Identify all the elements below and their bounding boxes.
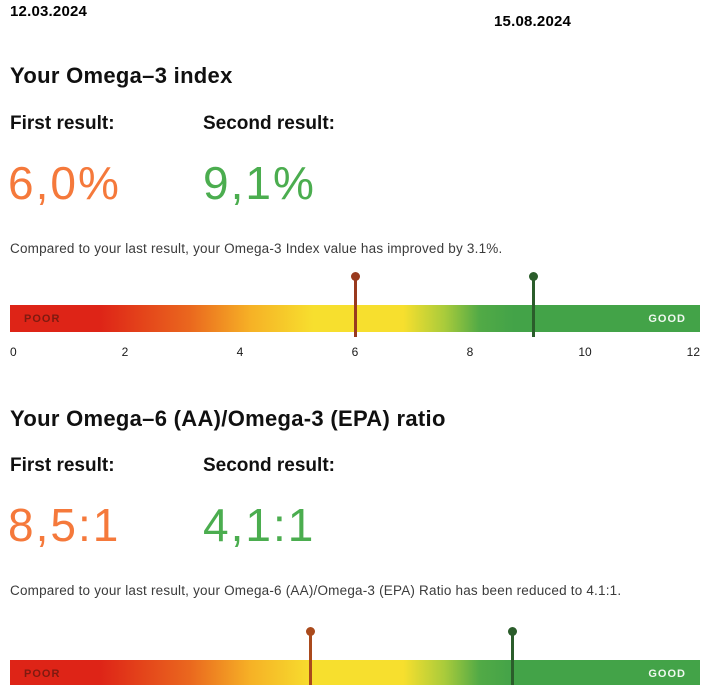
omega6-second-result-label: Second result: xyxy=(203,455,335,476)
omega6-second-result-value: 4,1:1 xyxy=(203,499,316,551)
omega6-second-result-marker xyxy=(508,627,517,685)
axis-tick-label: 10 xyxy=(578,345,592,359)
omega3-comparison-text: Compared to your last result, your Omega… xyxy=(10,241,503,256)
axis-tick-label: 12 xyxy=(686,345,700,359)
good-label: GOOD xyxy=(648,667,686,680)
omega6-first-result-label: First result: xyxy=(10,455,115,476)
omega3-first-result-value: 6,0% xyxy=(8,157,121,209)
omega6-first-result-marker xyxy=(306,627,315,685)
first-test-date: 12.03.2024 xyxy=(10,3,88,20)
good-label: GOOD xyxy=(648,312,686,325)
omega3-first-result-label: First result: xyxy=(10,113,115,134)
omega3-second-result-value: 9,1% xyxy=(203,157,316,209)
poor-label: POOR xyxy=(24,312,61,325)
omega3-index-title: Your Omega–3 index xyxy=(10,63,233,88)
axis-tick-label: 0 xyxy=(10,345,17,359)
axis-tick-label: 6 xyxy=(351,345,359,359)
omega3-scale-axis: 0 2 4 6 8 10 12 xyxy=(10,345,700,360)
axis-tick-label: 2 xyxy=(121,345,129,359)
omega3-second-result-label: Second result: xyxy=(203,113,335,134)
omega6-comparison-text: Compared to your last result, your Omega… xyxy=(10,583,622,598)
axis-tick-label: 4 xyxy=(236,345,244,359)
omega6-ratio-scale: POOR GOOD xyxy=(10,660,700,685)
omega3-second-result-marker xyxy=(529,272,538,337)
omega3-first-result-marker xyxy=(351,272,360,337)
second-test-date: 15.08.2024 xyxy=(494,13,572,30)
omega6-ratio-title: Your Omega–6 (AA)/Omega-3 (EPA) ratio xyxy=(10,406,446,431)
omega6-first-result-value: 8,5:1 xyxy=(8,499,121,551)
omega3-index-scale: POOR GOOD xyxy=(10,305,700,332)
axis-tick-label: 8 xyxy=(466,345,474,359)
poor-label: POOR xyxy=(24,667,61,680)
